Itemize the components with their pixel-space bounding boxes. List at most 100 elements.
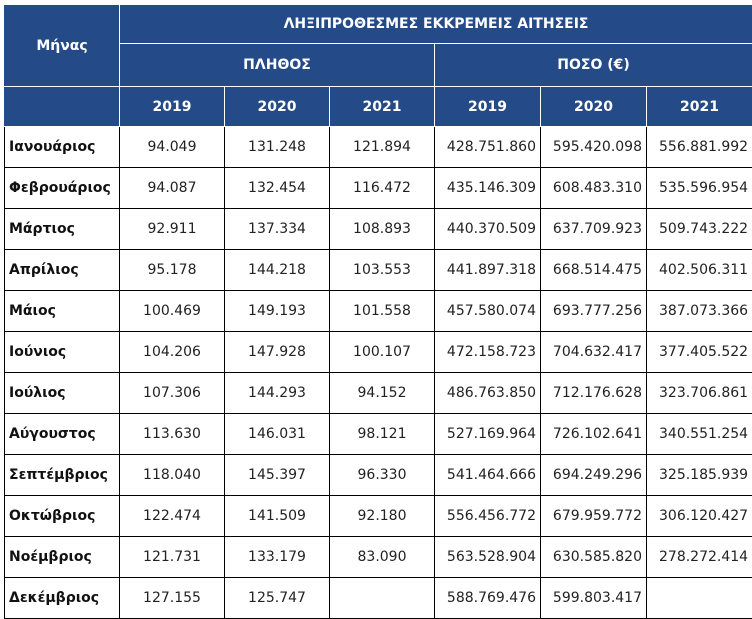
amount-cell: 693.777.256 <box>541 291 647 332</box>
month-cell: Ιανουάριος <box>5 127 120 168</box>
amount-cell: 541.464.666 <box>435 455 541 496</box>
count-cell: 92.911 <box>120 209 225 250</box>
amount-cell: 668.514.475 <box>541 250 647 291</box>
amount-cell: 325.185.939 <box>647 455 752 496</box>
amount-cell: 608.483.310 <box>541 168 647 209</box>
pending-requests-table: Μήνας ΛΗΞΙΠΡΟΘΕΣΜΕΣ ΕΚΚΡΕΜΕΙΣ ΑΙΤΗΣΕΙΣ Π… <box>4 4 752 619</box>
count-year-header: 2021 <box>330 87 435 127</box>
count-cell <box>330 578 435 619</box>
amount-cell: 556.456.772 <box>435 496 541 537</box>
count-cell: 100.469 <box>120 291 225 332</box>
count-cell: 100.107 <box>330 332 435 373</box>
month-cell: Απρίλιος <box>5 250 120 291</box>
count-cell: 147.928 <box>225 332 330 373</box>
month-cell: Νοέμβριος <box>5 537 120 578</box>
count-cell: 108.893 <box>330 209 435 250</box>
amount-cell: 306.120.427 <box>647 496 752 537</box>
amount-cell: 435.146.309 <box>435 168 541 209</box>
amount-cell: 712.176.628 <box>541 373 647 414</box>
count-cell: 94.049 <box>120 127 225 168</box>
month-column-header: Μήνας <box>5 5 120 87</box>
amount-group-header: ΠΟΣΟ (€) <box>435 44 752 87</box>
count-cell: 107.306 <box>120 373 225 414</box>
count-cell: 116.472 <box>330 168 435 209</box>
amount-cell: 323.706.861 <box>647 373 752 414</box>
amount-cell: 509.743.222 <box>647 209 752 250</box>
amount-cell: 556.881.992 <box>647 127 752 168</box>
count-cell: 127.155 <box>120 578 225 619</box>
count-cell: 149.193 <box>225 291 330 332</box>
count-cell: 144.218 <box>225 250 330 291</box>
amount-cell: 486.763.850 <box>435 373 541 414</box>
amount-year-header: 2019 <box>435 87 541 127</box>
amount-cell: 563.528.904 <box>435 537 541 578</box>
count-cell: 121.731 <box>120 537 225 578</box>
month-cell: Μάρτιος <box>5 209 120 250</box>
amount-cell <box>647 578 752 619</box>
month-cell: Δεκέμβριος <box>5 578 120 619</box>
count-cell: 133.179 <box>225 537 330 578</box>
count-cell: 144.293 <box>225 373 330 414</box>
count-cell: 103.553 <box>330 250 435 291</box>
table-header: Μήνας ΛΗΞΙΠΡΟΘΕΣΜΕΣ ΕΚΚΡΕΜΕΙΣ ΑΙΤΗΣΕΙΣ Π… <box>5 5 752 127</box>
count-group-header: ΠΛΗΘΟΣ <box>120 44 435 87</box>
count-cell: 98.121 <box>330 414 435 455</box>
amount-cell: 595.420.098 <box>541 127 647 168</box>
count-cell: 92.180 <box>330 496 435 537</box>
month-cell: Ιούνιος <box>5 332 120 373</box>
amount-cell: 527.169.964 <box>435 414 541 455</box>
count-cell: 121.894 <box>330 127 435 168</box>
count-cell: 131.248 <box>225 127 330 168</box>
count-cell: 95.178 <box>120 250 225 291</box>
header-row-years: 2019 2020 2021 2019 2020 2021 <box>5 87 752 127</box>
amount-cell: 599.803.417 <box>541 578 647 619</box>
amount-cell: 630.585.820 <box>541 537 647 578</box>
amount-cell: 588.769.476 <box>435 578 541 619</box>
amount-cell: 402.506.311 <box>647 250 752 291</box>
count-cell: 94.152 <box>330 373 435 414</box>
count-cell: 137.334 <box>225 209 330 250</box>
amount-cell: 428.751.860 <box>435 127 541 168</box>
amount-cell: 694.249.296 <box>541 455 647 496</box>
amount-cell: 726.102.641 <box>541 414 647 455</box>
month-year-spacer <box>5 87 120 127</box>
month-cell: Ιούλιος <box>5 373 120 414</box>
group-title-header: ΛΗΞΙΠΡΟΘΕΣΜΕΣ ΕΚΚΡΕΜΕΙΣ ΑΙΤΗΣΕΙΣ <box>120 5 752 44</box>
count-cell: 132.454 <box>225 168 330 209</box>
amount-cell: 472.158.723 <box>435 332 541 373</box>
count-cell: 125.747 <box>225 578 330 619</box>
count-cell: 113.630 <box>120 414 225 455</box>
amount-cell: 278.272.414 <box>647 537 752 578</box>
amount-cell: 377.405.522 <box>647 332 752 373</box>
amount-cell: 457.580.074 <box>435 291 541 332</box>
count-cell: 122.474 <box>120 496 225 537</box>
amount-cell: 704.632.417 <box>541 332 647 373</box>
count-cell: 146.031 <box>225 414 330 455</box>
count-cell: 118.040 <box>120 455 225 496</box>
amount-cell: 441.897.318 <box>435 250 541 291</box>
count-cell: 141.509 <box>225 496 330 537</box>
amount-year-header: 2021 <box>647 87 752 127</box>
month-cell: Φεβρουάριος <box>5 168 120 209</box>
amount-cell: 637.709.923 <box>541 209 647 250</box>
amount-cell: 340.551.254 <box>647 414 752 455</box>
month-cell: Αύγουστος <box>5 414 120 455</box>
amount-cell: 679.959.772 <box>541 496 647 537</box>
amount-cell: 387.073.366 <box>647 291 752 332</box>
month-cell: Οκτώβριος <box>5 496 120 537</box>
count-cell: 83.090 <box>330 537 435 578</box>
count-cell: 96.330 <box>330 455 435 496</box>
amount-cell: 440.370.509 <box>435 209 541 250</box>
amount-year-header: 2020 <box>541 87 647 127</box>
